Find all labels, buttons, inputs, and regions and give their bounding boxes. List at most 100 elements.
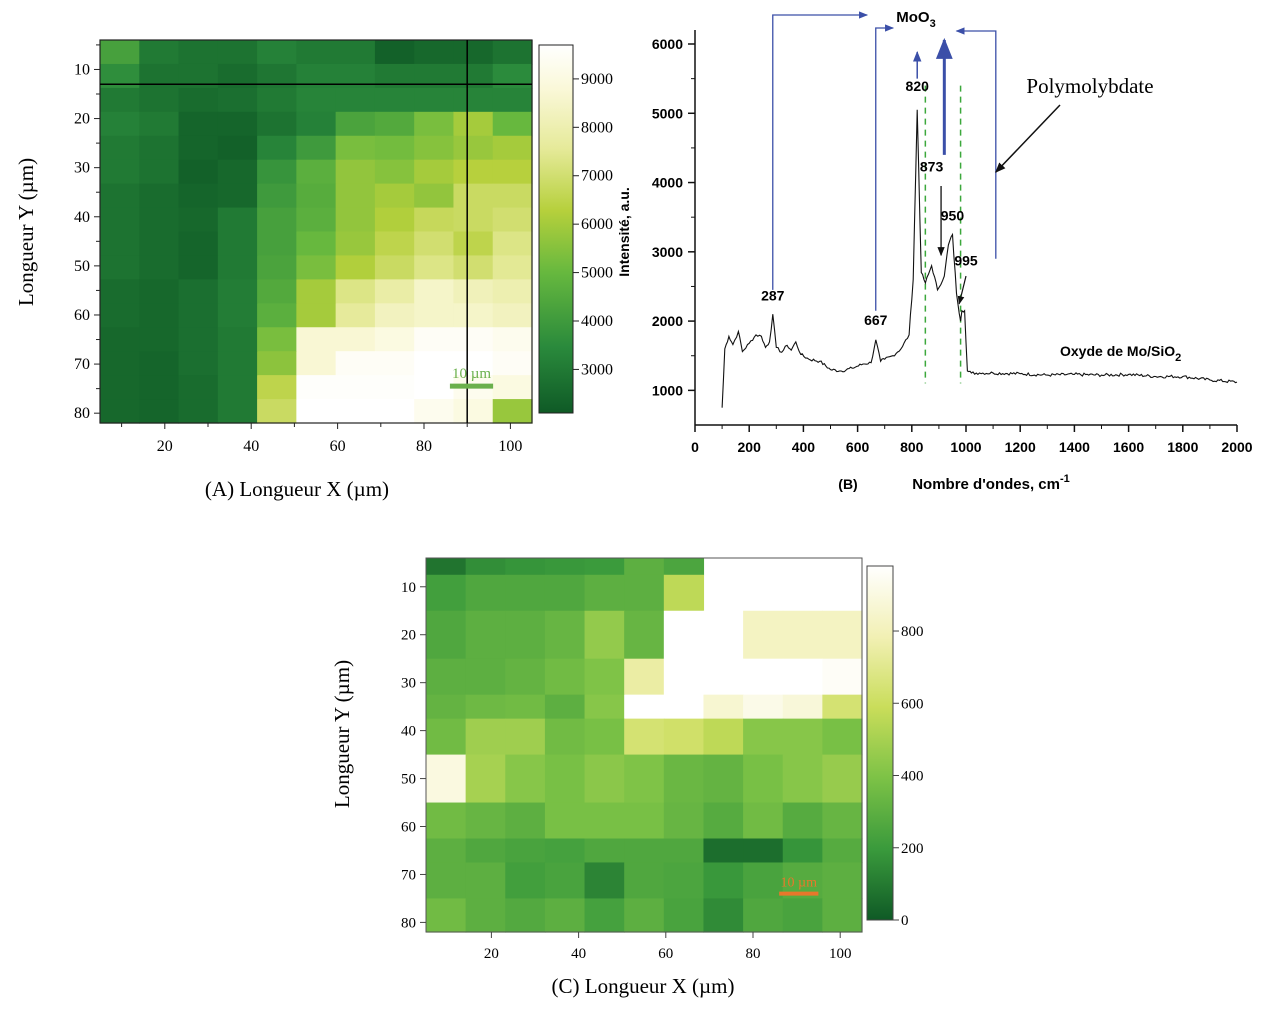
- heatmap-cell: [217, 351, 258, 376]
- x-tick-label: 80: [416, 438, 432, 455]
- y-tick-label: 60: [401, 820, 416, 836]
- heatmap-cell: [296, 111, 337, 137]
- heatmap-cell: [217, 111, 258, 137]
- panel-a-colorbar-ticks: 3000 4000 5000 6000 7000 8000 9000: [573, 71, 613, 378]
- heatmap-cell: [335, 255, 376, 280]
- heatmap-cell: [100, 87, 140, 113]
- heatmap-cell: [217, 159, 258, 185]
- panel-b-dashed-lines: [924, 85, 962, 384]
- heatmap-cell: [624, 610, 665, 660]
- heatmap-cell: [139, 303, 180, 328]
- colorbar-tick-label: 8000: [581, 119, 613, 136]
- heatmap-cell: [296, 207, 337, 233]
- panel-b-y-axis-label: Intensité, a.u.: [616, 187, 632, 276]
- x-tick-label: 1400: [1059, 439, 1090, 455]
- heatmap-cell: [453, 111, 494, 137]
- heatmap-cell: [374, 399, 415, 424]
- x-tick-label: 100: [498, 438, 522, 455]
- heatmap-cell: [178, 231, 219, 257]
- heatmap-cell: [374, 111, 415, 137]
- heatmap-cell: [257, 255, 297, 280]
- heatmap-cell: [257, 375, 297, 400]
- heatmap-cell: [584, 898, 625, 933]
- heatmap-cell: [822, 658, 863, 696]
- heatmap-cell: [782, 754, 823, 804]
- heatmap-cell: [296, 303, 337, 328]
- heatmap-cell: [505, 694, 546, 720]
- heatmap-cell: [492, 87, 533, 113]
- heatmap-cell: [544, 838, 586, 864]
- y-tick-label: 30: [74, 160, 90, 177]
- heatmap-cell: [703, 802, 744, 840]
- heatmap-cell: [296, 255, 337, 280]
- x-tick-label: 60: [658, 946, 673, 962]
- heatmap-cell: [100, 399, 140, 424]
- heatmap-cell: [100, 111, 140, 137]
- heatmap-cell: [465, 718, 506, 756]
- heatmap-cell: [414, 303, 455, 328]
- heatmap-cell: [296, 351, 337, 376]
- heatmap-cell: [374, 159, 415, 185]
- heatmap-cell: [426, 754, 467, 804]
- colorbar-tick-label: 9000: [581, 71, 613, 88]
- heatmap-cell: [453, 279, 494, 304]
- panel-a-heatmap: 20 40 60 80 100 10 20 30 40 50 60 70 80 10 µm 3000 4…: [14, 39, 613, 501]
- colorbar-tick-label: 600: [901, 696, 924, 712]
- panel-b-caption: (B): [838, 476, 857, 492]
- heatmap-cell: [335, 231, 376, 257]
- peak-label: 950: [941, 208, 965, 224]
- panel-b-series-label: Oxyde de Mo/SiO2: [1060, 343, 1181, 364]
- heatmap-cell: [217, 375, 258, 400]
- heatmap-cell: [453, 327, 494, 352]
- heatmap-cell: [100, 183, 140, 209]
- heatmap-cell: [544, 862, 586, 900]
- heatmap-cell: [335, 159, 376, 185]
- heatmap-cell: [374, 135, 415, 161]
- panel-a-colorbar: [538, 44, 574, 414]
- heatmap-cell: [257, 303, 297, 328]
- colorbar-tick-label: 400: [901, 769, 924, 785]
- heatmap-cell: [822, 838, 863, 864]
- heatmap-cell: [544, 694, 586, 720]
- heatmap-cell: [414, 327, 455, 352]
- heatmap-cell: [257, 327, 297, 352]
- y-tick-label: 80: [401, 915, 416, 931]
- heatmap-cell: [465, 610, 506, 660]
- y-tick-label: 4000: [652, 175, 683, 191]
- y-tick-label: 70: [74, 356, 90, 373]
- heatmap-cell: [663, 610, 705, 660]
- heatmap-cell: [100, 207, 140, 233]
- panel-a-caption: (A) Longueur X (µm): [205, 477, 389, 501]
- panel-a-crosshair: [100, 40, 532, 423]
- heatmap-cell: [492, 231, 533, 257]
- panel-c-colorbar-ticks: 0 200 400 600 800: [893, 624, 924, 929]
- panel-b-assignment-arrows: [772, 11, 1061, 311]
- heatmap-cell: [505, 718, 546, 756]
- heatmap-cell: [217, 255, 258, 280]
- heatmap-cell: [505, 658, 546, 696]
- x-tick-label: 200: [738, 439, 762, 455]
- heatmap-cell: [663, 574, 705, 612]
- heatmap-cell: [624, 718, 665, 756]
- heatmap-cell: [426, 574, 467, 612]
- panel-b-peak-labels: 287 667 820 873 950 995: [761, 78, 978, 328]
- heatmap-cell: [178, 279, 219, 304]
- y-tick-label: 30: [401, 676, 416, 692]
- heatmap-cell: [178, 183, 219, 209]
- heatmap-cell: [584, 574, 625, 612]
- heatmap-cell: [544, 610, 586, 660]
- heatmap-cell: [335, 40, 376, 65]
- heatmap-cell: [414, 159, 455, 185]
- heatmap-cell: [139, 87, 180, 113]
- heatmap-cell: [584, 802, 625, 840]
- heatmap-cell: [782, 694, 823, 720]
- colorbar-tick-label: 3000: [581, 361, 613, 378]
- heatmap-cell: [505, 754, 546, 804]
- heatmap-cell: [178, 255, 219, 280]
- colorbar-tick-label: 5000: [581, 265, 613, 282]
- y-tick-label: 20: [401, 628, 416, 644]
- heatmap-cell: [374, 207, 415, 233]
- heatmap-cell: [505, 558, 546, 576]
- heatmap-cell: [296, 231, 337, 257]
